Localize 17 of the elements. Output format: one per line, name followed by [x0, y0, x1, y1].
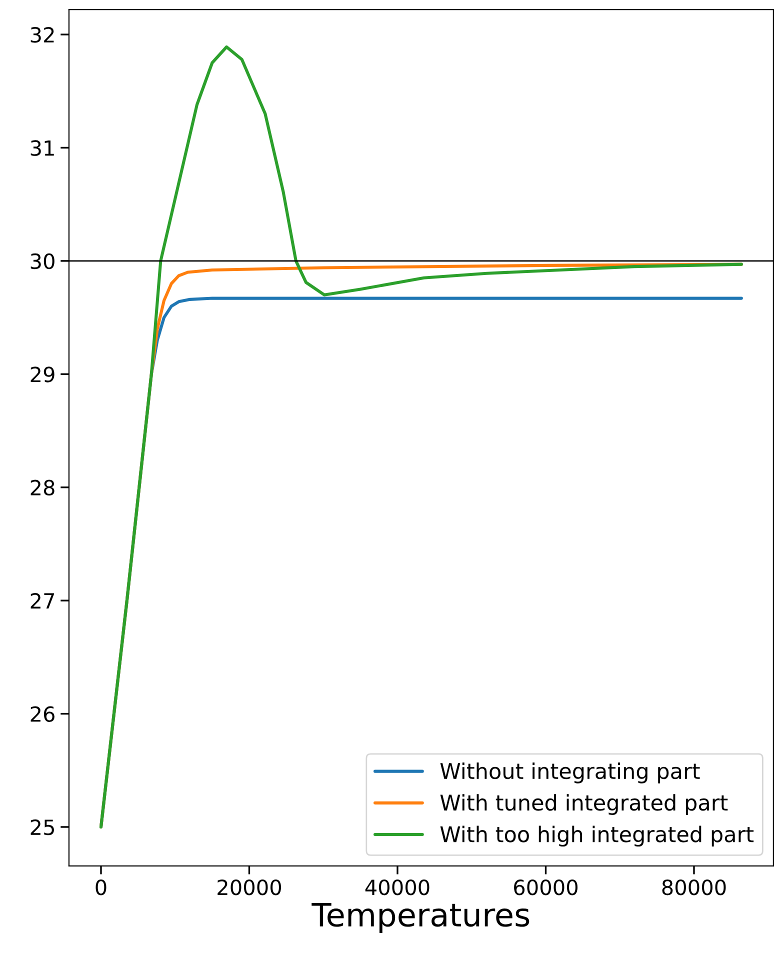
y-tick-label: 27 [30, 593, 54, 608]
y-tick-label: 32 [30, 26, 54, 43]
x-tick-label: 40000 [365, 879, 430, 896]
legend-label: Without integrating part [440, 762, 700, 784]
x-tick-label: 0 [96, 879, 106, 896]
y-tick-label: 26 [30, 706, 54, 722]
y-tick-label: 29 [30, 366, 54, 382]
y-tick-label: 31 [30, 140, 54, 156]
y-tick-label: 25 [30, 819, 54, 836]
x-axis-title: Temperatures [312, 903, 530, 933]
y-tick-label: 28 [30, 480, 54, 496]
y-tick-label: 30 [30, 253, 54, 270]
x-tick-label: 80000 [662, 879, 726, 896]
legend-label: With too high integrated part [440, 826, 754, 847]
x-tick-label: 20000 [218, 879, 281, 896]
legend-label: With tuned integrated part [440, 794, 728, 815]
x-tick-label: 60000 [514, 879, 578, 896]
